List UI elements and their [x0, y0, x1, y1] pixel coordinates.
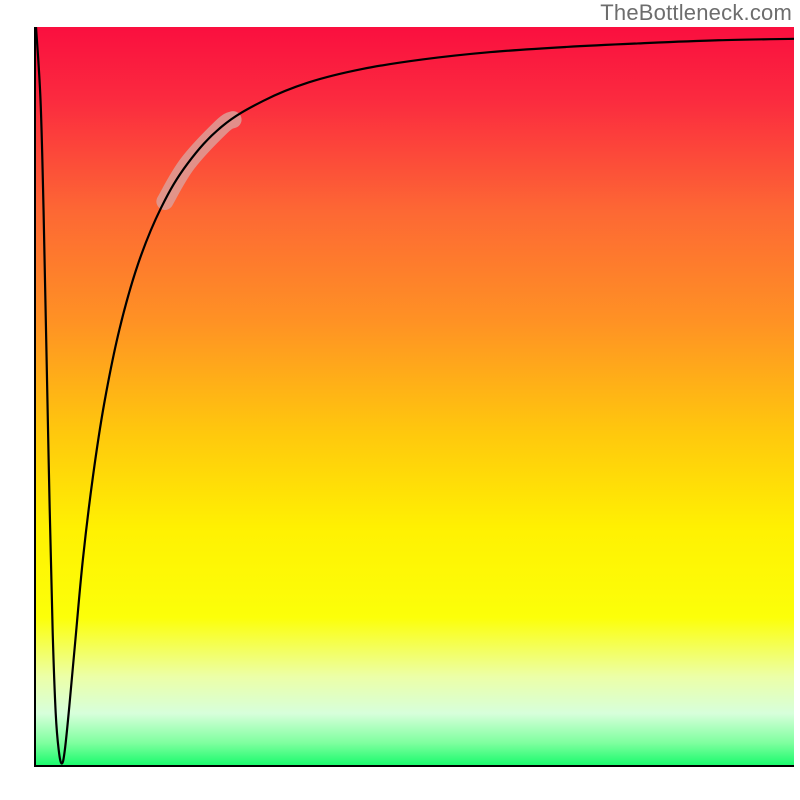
- main-curve: [36, 27, 794, 764]
- y-axis: [34, 27, 36, 765]
- watermark-text: TheBottleneck.com: [600, 0, 792, 26]
- plot-area: [36, 27, 794, 765]
- chart-root: TheBottleneck.com: [0, 0, 800, 800]
- x-axis: [34, 765, 794, 767]
- curve-layer: [36, 27, 794, 765]
- curve-highlight-segment: [165, 120, 233, 202]
